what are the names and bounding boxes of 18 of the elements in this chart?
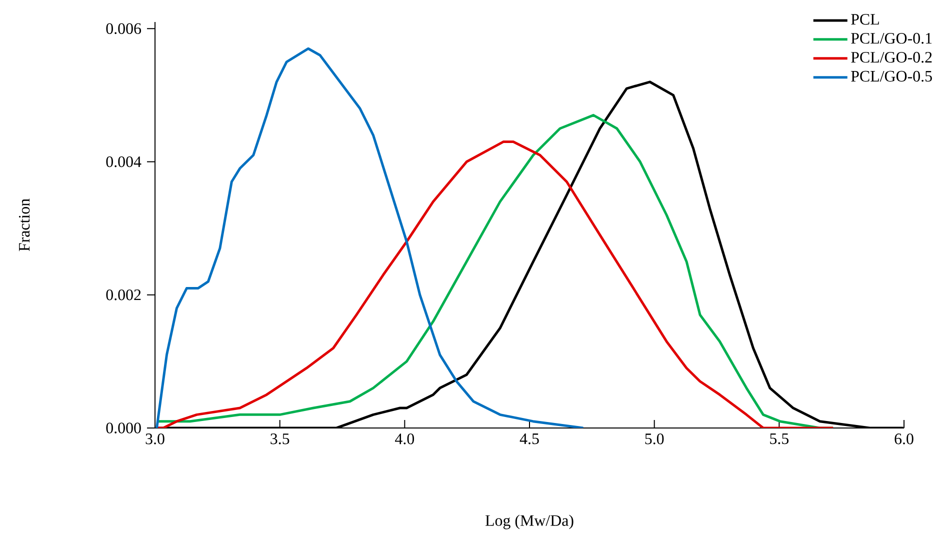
y-tick-label: 0.000 [106,422,141,434]
x-tick-label: 4.0 [395,434,414,444]
x-tick-label: 5.5 [770,434,789,444]
x-tick-label: 3.5 [270,434,290,444]
line-series [156,47,584,428]
y-tick-label: 0.004 [106,156,142,168]
legend-label: PCL [851,14,879,25]
legend-label: PCL/GO-0.1 [851,32,932,44]
y-tick-label: 0.002 [106,289,141,300]
x-tick-label: 4.5 [520,434,539,444]
legend-label: PCL/GO-0.5 [851,70,932,82]
x-tick-label: 5.0 [645,434,664,444]
x-tick-label: 3.0 [146,434,164,444]
legend-label: PCL/GO-0.2 [851,52,932,63]
x-tick-label: 6.0 [894,434,914,444]
x-axis-title: Log (Mw/Da) [485,514,574,530]
y-tick-label: 0.006 [106,23,142,34]
y-axis-title: Fraction [18,198,30,252]
